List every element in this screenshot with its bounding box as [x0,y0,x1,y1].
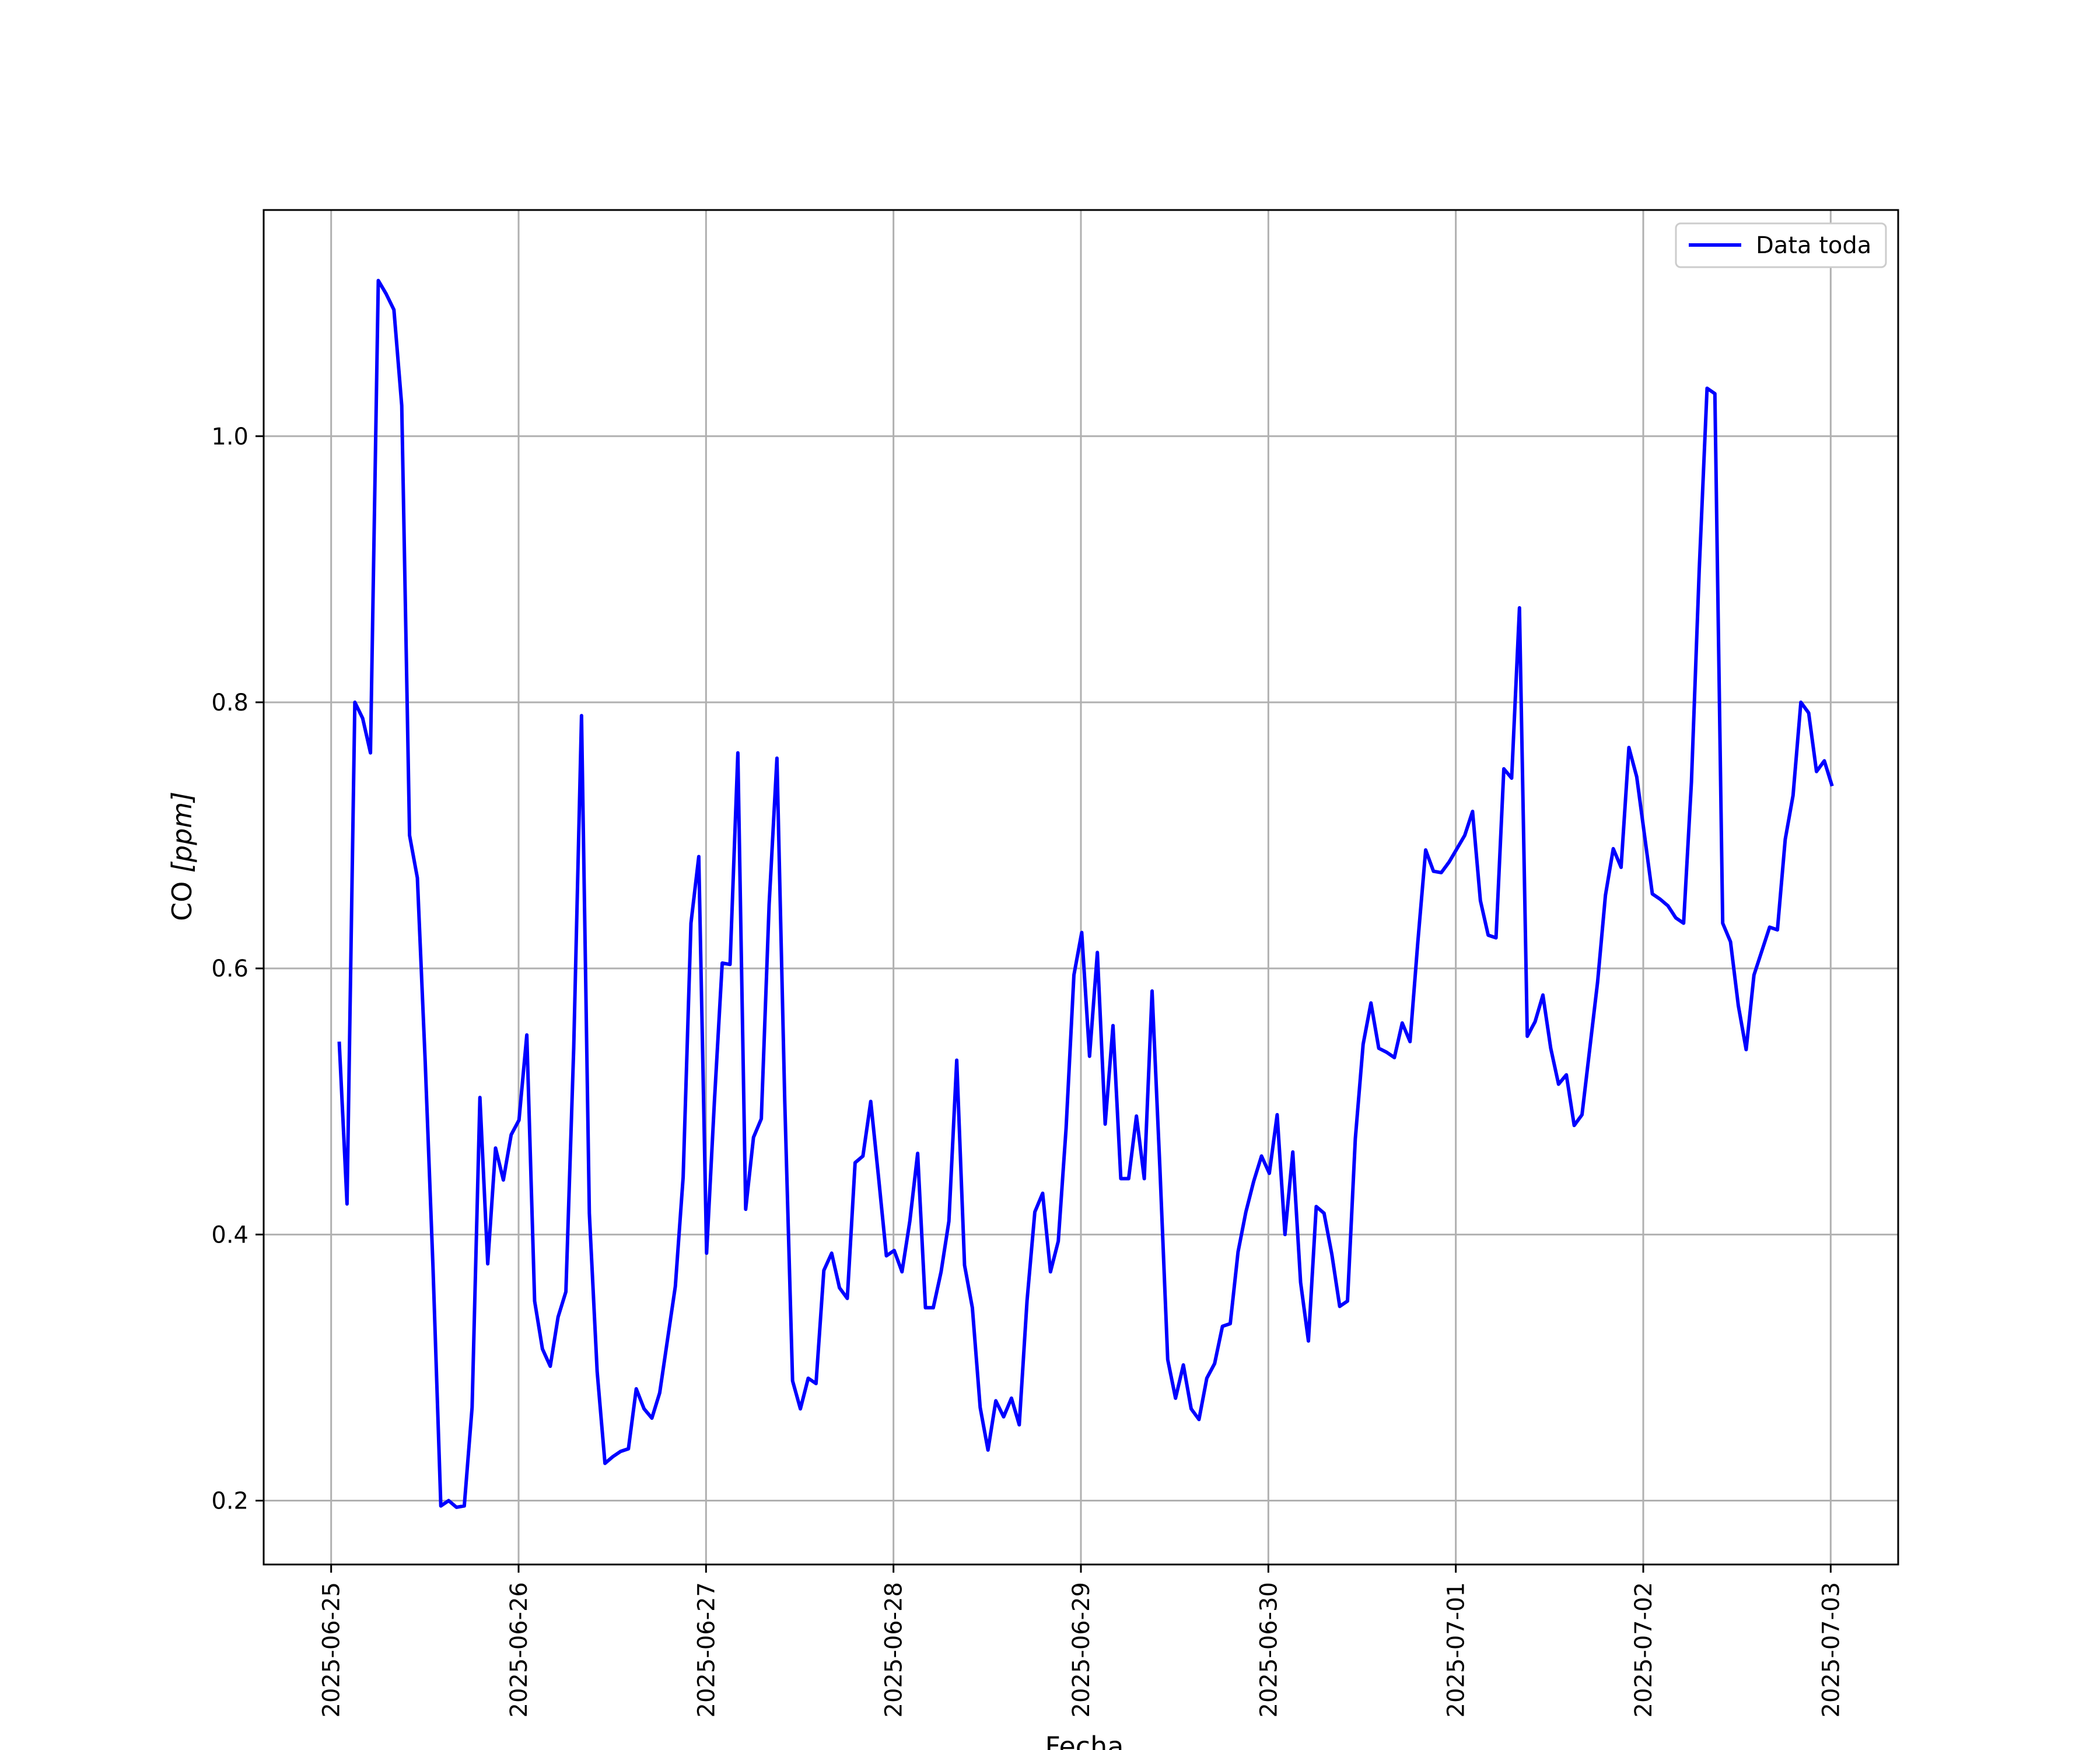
x-tick-label: 2025-06-25 [318,1582,345,1717]
y-axis-label: CO [ppm] [166,792,198,921]
x-tick-label: 2025-06-30 [1255,1582,1282,1717]
grid-lines [264,210,1898,1564]
x-tick-label: 2025-07-02 [1630,1582,1657,1717]
series-line-data-toda [337,278,1834,1509]
x-tick-label: 2025-06-27 [693,1582,720,1717]
y-tick-label: 0.6 [211,956,249,982]
y-tick-label: 1.0 [211,424,249,450]
x-tick-label: 2025-07-01 [1443,1582,1470,1717]
x-tick-label: 2025-07-03 [1818,1582,1845,1717]
y-tick-label: 0.8 [211,690,249,716]
y-axis-label-prefix: CO [166,873,198,921]
plot-frame [262,209,1899,1566]
legend: Data toda [1675,222,1887,268]
axis-ticks: 2025-06-25 2025-06-26 2025-06-27 2025-06-28… [211,424,1845,1718]
x-tick-label: 2025-06-28 [881,1582,908,1717]
x-tick-label: 2025-06-29 [1068,1582,1095,1717]
legend-label: Data toda [1756,232,1871,259]
legend-box [1675,222,1887,268]
y-axis-label-unit: [ppm] [166,792,198,873]
y-tick-label: 0.2 [211,1488,249,1515]
x-tick-label: 2025-06-26 [506,1582,533,1717]
x-axis-label: Fecha [1045,1731,1124,1750]
y-tick-label: 0.4 [211,1222,249,1248]
